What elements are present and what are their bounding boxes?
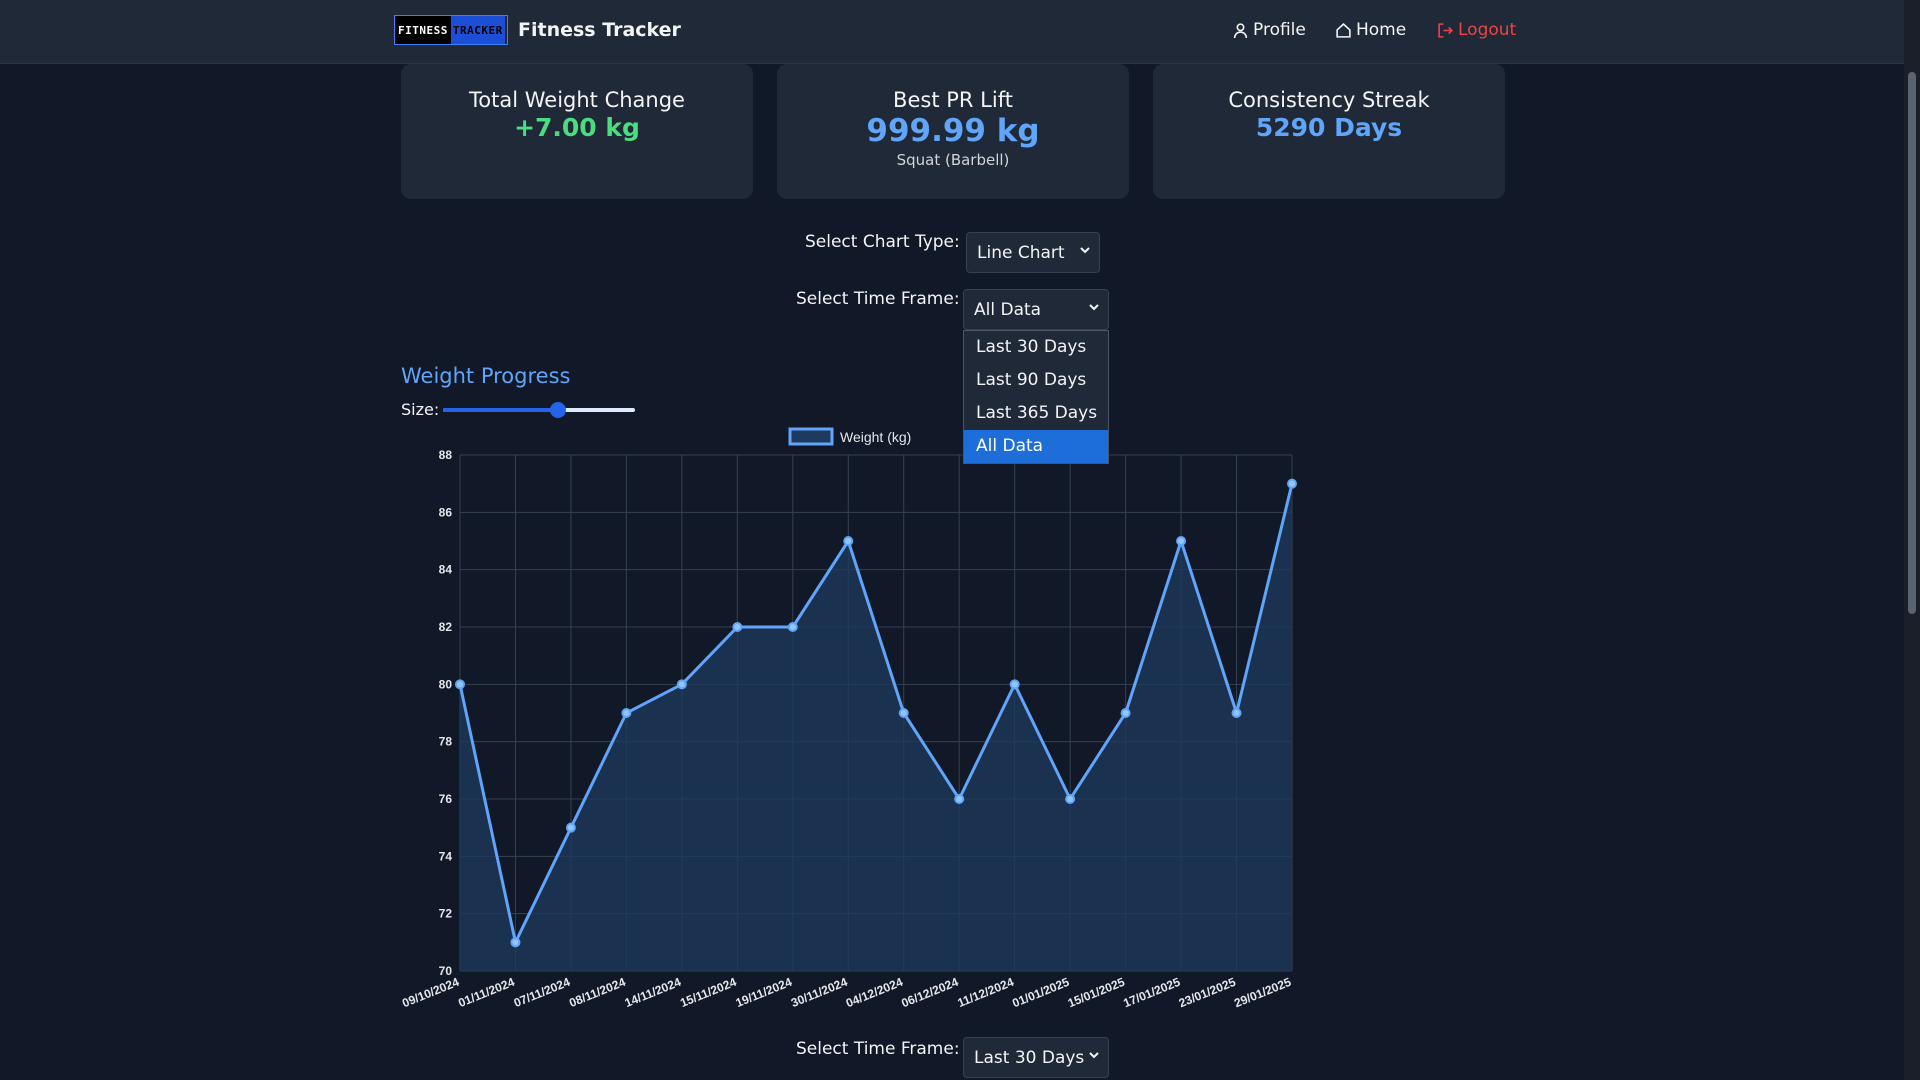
data-point [843, 536, 854, 546]
data-point [954, 794, 965, 804]
size-label: Size: [401, 400, 440, 419]
best-pr-card: Best PR Lift 999.99 kg Squat (Barbell) [777, 64, 1129, 199]
chevron-down-icon [1080, 247, 1090, 254]
data-point [565, 822, 576, 833]
time-frame-value: All Data [974, 299, 1042, 320]
y-tick-label: 84 [439, 563, 453, 577]
home-icon [1336, 22, 1351, 38]
best-pr-exercise: Squat (Barbell) [896, 151, 1010, 169]
slider-thumb[interactable] [550, 402, 567, 418]
nav-profile-link[interactable]: Profile [1232, 20, 1306, 40]
best-pr-title: Best PR Lift [893, 88, 1013, 112]
data-point [1231, 708, 1242, 718]
weight-area-fill [460, 483, 1292, 971]
x-tick-label: 04/12/2024 [844, 975, 905, 1011]
x-tick-label: 11/12/2024 [955, 975, 1016, 1010]
data-point [898, 708, 909, 718]
section-title: Weight Progress [401, 364, 571, 388]
x-tick-label: 01/01/2025 [1010, 975, 1071, 1011]
brand-name[interactable]: Fitness Tracker [518, 19, 681, 41]
y-tick-label: 80 [439, 677, 453, 691]
nav-profile-label: Profile [1253, 20, 1306, 40]
bottom-time-frame-value: Last 30 Days [974, 1047, 1085, 1068]
brand-logo[interactable]: FITNESS TRACKER [394, 15, 508, 45]
time-frame-select[interactable]: All Data [963, 289, 1109, 330]
option-last-365-days[interactable]: Last 365 Days [976, 403, 1098, 423]
scrollbar-thumb[interactable] [1908, 72, 1916, 614]
weight-change-title: Total Weight Change [469, 88, 685, 112]
x-tick-label: 19/11/2024 [734, 975, 795, 1010]
y-tick-label: 88 [439, 448, 453, 462]
time-frame-options: Last 30 Days Last 90 Days Last 365 Days … [963, 330, 1109, 464]
chart-type-value: Line Chart [977, 242, 1065, 263]
streak-card: Consistency Streak 5290 Days [1153, 64, 1505, 199]
x-tick-label: 01/11/2024 [456, 975, 517, 1010]
nav-logout-label: Logout [1458, 20, 1517, 40]
y-tick-label: 72 [439, 907, 453, 921]
chevron-down-icon [1089, 304, 1099, 311]
x-tick-label: 06/12/2024 [899, 975, 960, 1011]
x-tick-label: 29/01/2025 [1232, 975, 1293, 1011]
weight-progress-chart: 70 72 74 76 78 80 82 84 86 88 09/10/202401/11/2024… [400, 427, 1297, 1011]
logout-icon [1438, 22, 1454, 38]
nav-home-link[interactable]: Home [1335, 20, 1406, 40]
option-last-90-days[interactable]: Last 90 Days [976, 370, 1087, 390]
y-tick-label: 76 [439, 792, 453, 806]
streak-title: Consistency Streak [1228, 88, 1430, 112]
chart-type-select[interactable]: Line Chart [966, 232, 1100, 273]
x-tick-label: 15/11/2024 [678, 975, 739, 1010]
data-point [621, 708, 632, 718]
logo-part-tracker: TRACKER [450, 16, 505, 44]
y-tick-label: 70 [439, 964, 453, 978]
x-tick-label: 23/01/2025 [1177, 975, 1238, 1011]
x-tick-label: 15/01/2025 [1066, 975, 1127, 1011]
x-tick-label: 14/11/2024 [623, 975, 684, 1010]
legend-label: Weight (kg) [840, 429, 911, 445]
data-point [1120, 708, 1131, 718]
nav-home-label: Home [1356, 20, 1407, 40]
slider-fill [443, 408, 559, 412]
data-point [787, 622, 798, 632]
weight-change-value: +7.00 kg [514, 113, 640, 142]
x-tick-label: 09/10/2024 [400, 975, 461, 1011]
weight-series-line [458, 483, 1294, 944]
logo-part-fitness: FITNESS [395, 16, 451, 44]
chart-type-label: Select Chart Type: [805, 232, 960, 252]
x-tick-label: 08/11/2024 [567, 975, 628, 1010]
data-point [510, 937, 521, 948]
user-icon [1233, 22, 1248, 38]
navbar: FITNESS TRACKER Fitness Tracker Profile … [0, 0, 1904, 64]
page-scrollbar[interactable] [1904, 0, 1920, 1080]
data-point [676, 679, 687, 690]
time-frame-label: Select Time Frame: [796, 289, 960, 309]
option-last-30-days[interactable]: Last 30 Days [976, 337, 1087, 357]
y-tick-label: 78 [439, 735, 453, 749]
data-point [455, 679, 465, 690]
x-tick-label: 07/11/2024 [512, 975, 573, 1010]
data-point [1009, 679, 1020, 690]
weight-change-card: Total Weight Change +7.00 kg [401, 64, 753, 199]
streak-value: 5290 Days [1255, 113, 1403, 142]
size-slider[interactable] [443, 402, 635, 418]
data-point [1065, 794, 1076, 804]
legend-swatch [788, 427, 834, 446]
y-tick-label: 74 [439, 849, 453, 863]
y-tick-label: 86 [439, 505, 453, 519]
y-tick-label: 82 [439, 620, 453, 634]
best-pr-value: 999.99 kg [866, 113, 1040, 149]
option-all-data[interactable]: All Data [964, 430, 1108, 463]
x-tick-label: 30/11/2024 [789, 975, 850, 1010]
data-point [1176, 536, 1187, 546]
nav-logout-link[interactable]: Logout [1437, 20, 1516, 40]
data-point [732, 622, 743, 632]
x-tick-label: 17/01/2025 [1121, 975, 1182, 1011]
data-point [1287, 478, 1297, 489]
bottom-time-frame-label: Select Time Frame: [796, 1039, 960, 1059]
chevron-down-icon [1089, 1052, 1099, 1059]
bottom-time-frame-select[interactable]: Last 30 Days [963, 1037, 1109, 1078]
